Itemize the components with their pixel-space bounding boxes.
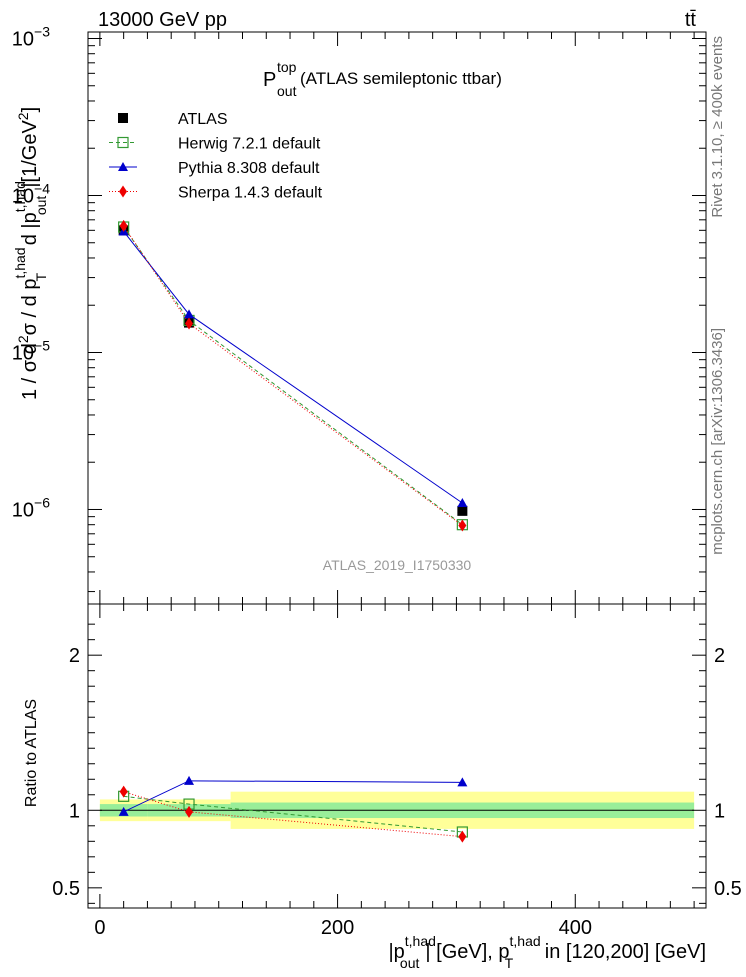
ratio-x-tick-label: 0 xyxy=(94,917,105,939)
legend-item-pythia-8-308-default: Pythia 8.308 default xyxy=(109,160,320,177)
energy-label: 13000 GeV pp xyxy=(98,9,227,31)
main-line-herwig-7-2-1-default xyxy=(123,226,463,526)
ratio-x-tick-label: 400 xyxy=(559,917,592,939)
ratio-point-pythia-8-308-default xyxy=(184,775,195,785)
legend-item-sherpa-1-4-3-default: Sherpa 1.4.3 default xyxy=(109,185,323,202)
main-ylabel: 1 / σ d2σ / d pt,had T d |pt,had out|[1/Ge… xyxy=(12,107,49,400)
legend: ATLAS Herwig 7.2.1 default Pythia 8.308 de… xyxy=(109,111,323,202)
plot-title: P xyxy=(263,69,276,91)
ratio-x-tick-label: 200 xyxy=(321,917,354,939)
ratio-series-sherpa-1-4-3-default xyxy=(119,785,467,843)
ratio-y-tick-label-right: 0.5 xyxy=(714,878,742,900)
legend-label: Sherpa 1.4.3 default xyxy=(178,185,323,202)
legend-label: Herwig 7.2.1 default xyxy=(178,136,321,153)
legend-marker xyxy=(117,136,129,149)
ratio-xlabel: |pt,had out | [GeV], pt,had T in [120,200] … xyxy=(388,933,706,971)
main-series-sherpa-1-4-3-default xyxy=(119,219,467,532)
plot-title-sub: out xyxy=(277,83,297,99)
main-line-pythia-8-308-default xyxy=(123,231,463,504)
mcplots-label: mcplots.cern.ch [arXiv:1306.3436] xyxy=(709,328,726,555)
main-series-herwig-7-2-1-default xyxy=(118,221,468,531)
main-point-pythia-8-308-default xyxy=(184,309,195,319)
main-line-sherpa-1-4-3-default xyxy=(123,225,463,526)
main-y-tick-label: 10−6 xyxy=(12,494,50,521)
main-y-tick-label: 10−5 xyxy=(12,337,50,364)
main-series-pythia-8-308-default xyxy=(118,226,468,507)
ratio-y-tick-label-left: 1 xyxy=(69,800,80,822)
process-label: tt̄ xyxy=(685,9,697,31)
ratio-point-sherpa-1-4-3-default xyxy=(119,785,128,798)
legend-marker xyxy=(119,185,127,198)
ratio-ylabel: Ratio to ATLAS xyxy=(23,699,40,807)
main-y-tick-label: 10−3 xyxy=(12,23,50,50)
plot-title-sup: top xyxy=(277,59,297,75)
ratio-point-pythia-8-308-default xyxy=(118,806,129,816)
ratio-point-sherpa-1-4-3-default xyxy=(458,830,467,843)
analysis-id: ATLAS_2019_I1750330 xyxy=(323,557,472,573)
ratio-line-herwig-7-2-1-default xyxy=(123,795,463,833)
ratio-y-tick-label-left: 0.5 xyxy=(52,878,80,900)
main-y-tick-label: 10−4 xyxy=(12,180,50,207)
plot-title-rest: (ATLAS semileptonic ttbar) xyxy=(300,69,502,88)
legend-label: ATLAS xyxy=(178,111,228,128)
main-point-sherpa-1-4-3-default xyxy=(458,519,467,532)
ratio-y-tick-label-right: 1 xyxy=(714,800,725,822)
legend-marker xyxy=(118,162,128,171)
legend-item-herwig-7-2-1-default: Herwig 7.2.1 default xyxy=(109,136,321,153)
ratio-y-tick-label-left: 2 xyxy=(69,645,80,667)
main-point-sherpa-1-4-3-default xyxy=(119,219,128,232)
rivet-version-label: Rivet 3.1.10, ≥ 400k events xyxy=(709,36,726,218)
ratio-series-pythia-8-308-default xyxy=(118,775,468,816)
main-point-atlas xyxy=(457,505,468,516)
main-series-atlas xyxy=(118,225,468,516)
legend-label: Pythia 8.308 default xyxy=(178,160,320,177)
ratio-point-sherpa-1-4-3-default xyxy=(185,805,194,818)
ratio-point-pythia-8-308-default xyxy=(457,777,468,787)
main-point-sherpa-1-4-3-default xyxy=(185,317,194,330)
ratio-y-tick-label-right: 2 xyxy=(714,645,725,667)
main-panel: 10−6 10−5 10−4 10−3 P top out (ATLAS semile… xyxy=(12,23,707,605)
legend-item-atlas: ATLAS xyxy=(118,111,228,128)
ratio-frame xyxy=(87,603,707,909)
main-point-pythia-8-308-default xyxy=(457,497,468,507)
legend-marker xyxy=(118,113,128,123)
ratio-panel: 0.5 0.5 1 1 2 2 0 200 400 Ratio to ATLAS |pt,had… xyxy=(23,603,742,971)
